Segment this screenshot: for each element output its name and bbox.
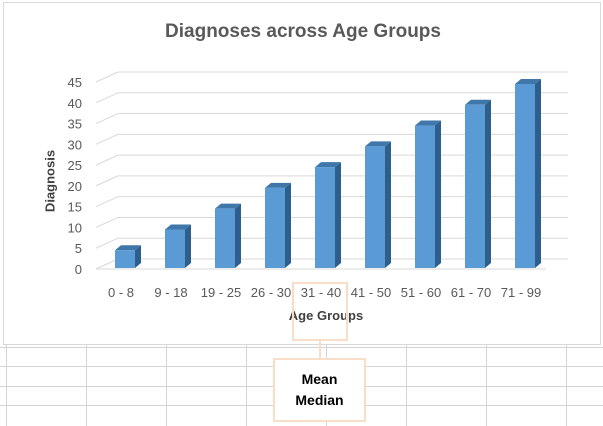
bar-side <box>185 224 191 268</box>
bar-side <box>485 99 491 269</box>
bar-side <box>335 162 341 268</box>
x-tick-label: 41 - 50 <box>351 285 391 300</box>
bar-top <box>365 141 391 147</box>
callout-median-label: Median <box>295 392 344 408</box>
plot-area: 0 5 10 15 20 25 30 35 40 45 0 - 8 9 - 18 19 - 25 26 -… <box>68 71 568 300</box>
bar-side <box>435 120 441 268</box>
bar-top <box>215 203 241 209</box>
gridline-side <box>95 175 119 187</box>
callout-pointer-box <box>292 282 348 341</box>
bar-top <box>315 162 341 168</box>
gridline-side <box>95 216 119 228</box>
bar <box>115 250 135 268</box>
bar <box>265 187 285 268</box>
x-tick-label: 51 - 60 <box>401 285 441 300</box>
y-tick-label: 25 <box>68 158 82 173</box>
bar <box>415 125 435 268</box>
y-tick-label: 15 <box>68 200 82 215</box>
callout-mean-label: Mean <box>301 371 338 387</box>
callout-textbox[interactable]: Mean Median <box>273 358 366 422</box>
y-tick-label: 0 <box>75 262 82 277</box>
y-tick-label: 20 <box>68 179 82 194</box>
bar-top <box>165 224 191 230</box>
x-tick-label: 0 - 8 <box>108 285 134 300</box>
bar-side <box>385 141 391 268</box>
gridline-side <box>95 258 119 270</box>
y-tick-label: 30 <box>68 137 82 152</box>
y-tick-label: 40 <box>68 96 82 111</box>
y-tick-label: 5 <box>75 241 82 256</box>
x-tick-label: 61 - 70 <box>451 285 491 300</box>
gridline-side <box>95 113 119 125</box>
y-tick-label: 45 <box>68 75 82 90</box>
gridline-side <box>95 237 119 249</box>
y-tick-label: 10 <box>68 220 82 235</box>
bar-side <box>535 79 541 268</box>
x-tick-label: 9 - 18 <box>154 285 187 300</box>
bar-side <box>285 182 291 268</box>
bar-top <box>515 79 541 84</box>
bar-top <box>265 182 291 188</box>
bar-top <box>415 120 441 126</box>
bar-top <box>465 99 491 105</box>
callout-connector <box>319 341 321 358</box>
y-tick-label: 35 <box>68 117 82 132</box>
gridline-side <box>95 154 119 166</box>
bar <box>515 84 535 268</box>
x-tick-label: 26 - 30 <box>251 285 291 300</box>
gridline-side <box>95 92 119 104</box>
bar-top <box>115 245 141 251</box>
chart-title: Diagnoses across Age Groups <box>165 21 441 42</box>
gridline-side <box>95 196 119 208</box>
bar-side <box>135 245 141 268</box>
bar <box>365 146 385 268</box>
gridline-side <box>95 133 119 145</box>
bar <box>465 104 485 269</box>
x-tick-label: 71 - 99 <box>501 285 541 300</box>
bar <box>215 208 235 268</box>
x-axis-title: Age Groups <box>288 308 364 323</box>
x-tick-label: 31 - 40 <box>301 285 341 300</box>
bar-side <box>235 203 241 268</box>
bar <box>165 229 185 268</box>
bar <box>315 167 335 268</box>
x-tick-label: 19 - 25 <box>201 285 241 300</box>
gridline-side <box>95 71 119 83</box>
